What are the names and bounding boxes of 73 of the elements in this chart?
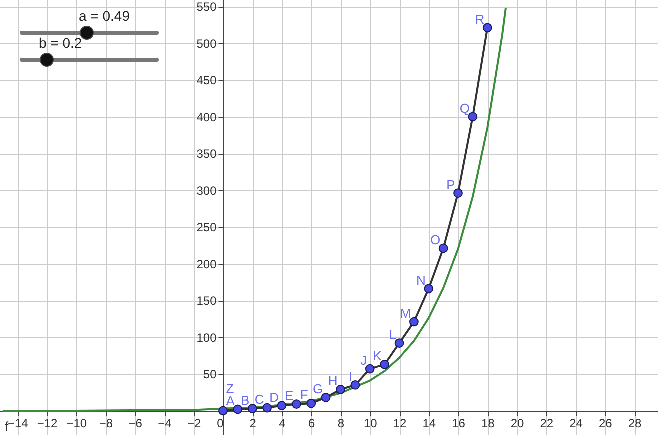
data-label: D (270, 390, 279, 405)
annotation: a = 0.49 (79, 8, 130, 24)
x-tick-label: −10 (66, 416, 88, 430)
x-tick-label: −6 (128, 416, 143, 430)
x-tick-label: 4 (279, 416, 286, 430)
point (248, 404, 258, 414)
data-label: P (446, 177, 456, 192)
x-tick-label: 18 (481, 416, 496, 430)
x-tick-label: 14 (422, 416, 436, 430)
point (218, 406, 228, 416)
x-tick-label: 28 (628, 416, 642, 430)
x-tick-label: 26 (598, 416, 613, 430)
series-label: f (4, 418, 9, 434)
x-tick-label: −14 (8, 416, 29, 430)
data-label: A (226, 393, 236, 408)
data-label: K (373, 348, 382, 364)
point (394, 338, 404, 348)
point (262, 403, 272, 413)
data-label: Z (226, 380, 234, 396)
x-tick-label: 6 (308, 416, 316, 430)
x-tick-label: −4 (158, 416, 172, 430)
x-tick-label: 8 (338, 416, 345, 430)
data-label: M (400, 306, 412, 322)
point (454, 188, 463, 198)
x-tick-label: −12 (37, 416, 58, 430)
data-label: J (360, 353, 368, 368)
y-tick-label: 500 (196, 36, 218, 51)
point (424, 284, 434, 294)
y-tick-label: 450 (196, 74, 218, 88)
data-label: L (389, 327, 396, 342)
x-tick-label: 16 (452, 416, 466, 430)
point (292, 400, 302, 410)
data-label: O (430, 232, 441, 248)
x-tick-label: −2 (188, 416, 202, 430)
data-label: N (416, 272, 426, 288)
y-tick-label: 50 (203, 368, 218, 382)
point (321, 393, 331, 402)
y-tick-label: 400 (196, 110, 218, 124)
x-tick-label: 10 (364, 416, 378, 430)
x-tick-label: 24 (570, 416, 584, 430)
point (380, 360, 390, 370)
data-label: E (285, 388, 294, 404)
point (350, 380, 360, 390)
x-tick-label: 22 (540, 416, 554, 430)
point (365, 364, 375, 374)
data-label: C (254, 392, 264, 408)
point (482, 23, 492, 33)
point (438, 244, 448, 254)
x-tick-label: 20 (510, 416, 524, 430)
y-tick-label: 200 (196, 257, 218, 272)
point (233, 404, 243, 414)
data-label: F (300, 388, 308, 403)
data-label: I (348, 369, 352, 384)
y-tick-label: 250 (196, 220, 218, 235)
y-tick-label: 150 (196, 294, 218, 308)
point (306, 398, 316, 408)
x-tick-label: 2 (250, 416, 257, 430)
point (277, 401, 287, 410)
point (410, 317, 419, 327)
data-label: R (475, 12, 485, 27)
data-label: G (312, 382, 324, 397)
data-label: B (240, 392, 250, 408)
annotation: b = 0.2 (39, 35, 82, 51)
y-tick-label: 350 (196, 147, 218, 162)
y-tick-label: 300 (196, 184, 218, 198)
x-tick-label: −8 (99, 416, 114, 430)
data-label: H (328, 374, 338, 389)
y-tick-label: 100 (196, 330, 218, 345)
y-tick-label: 550 (196, 0, 218, 14)
point (336, 384, 346, 394)
point (468, 112, 478, 122)
data-label: Q (460, 100, 470, 116)
x-tick-label: 12 (393, 416, 407, 430)
